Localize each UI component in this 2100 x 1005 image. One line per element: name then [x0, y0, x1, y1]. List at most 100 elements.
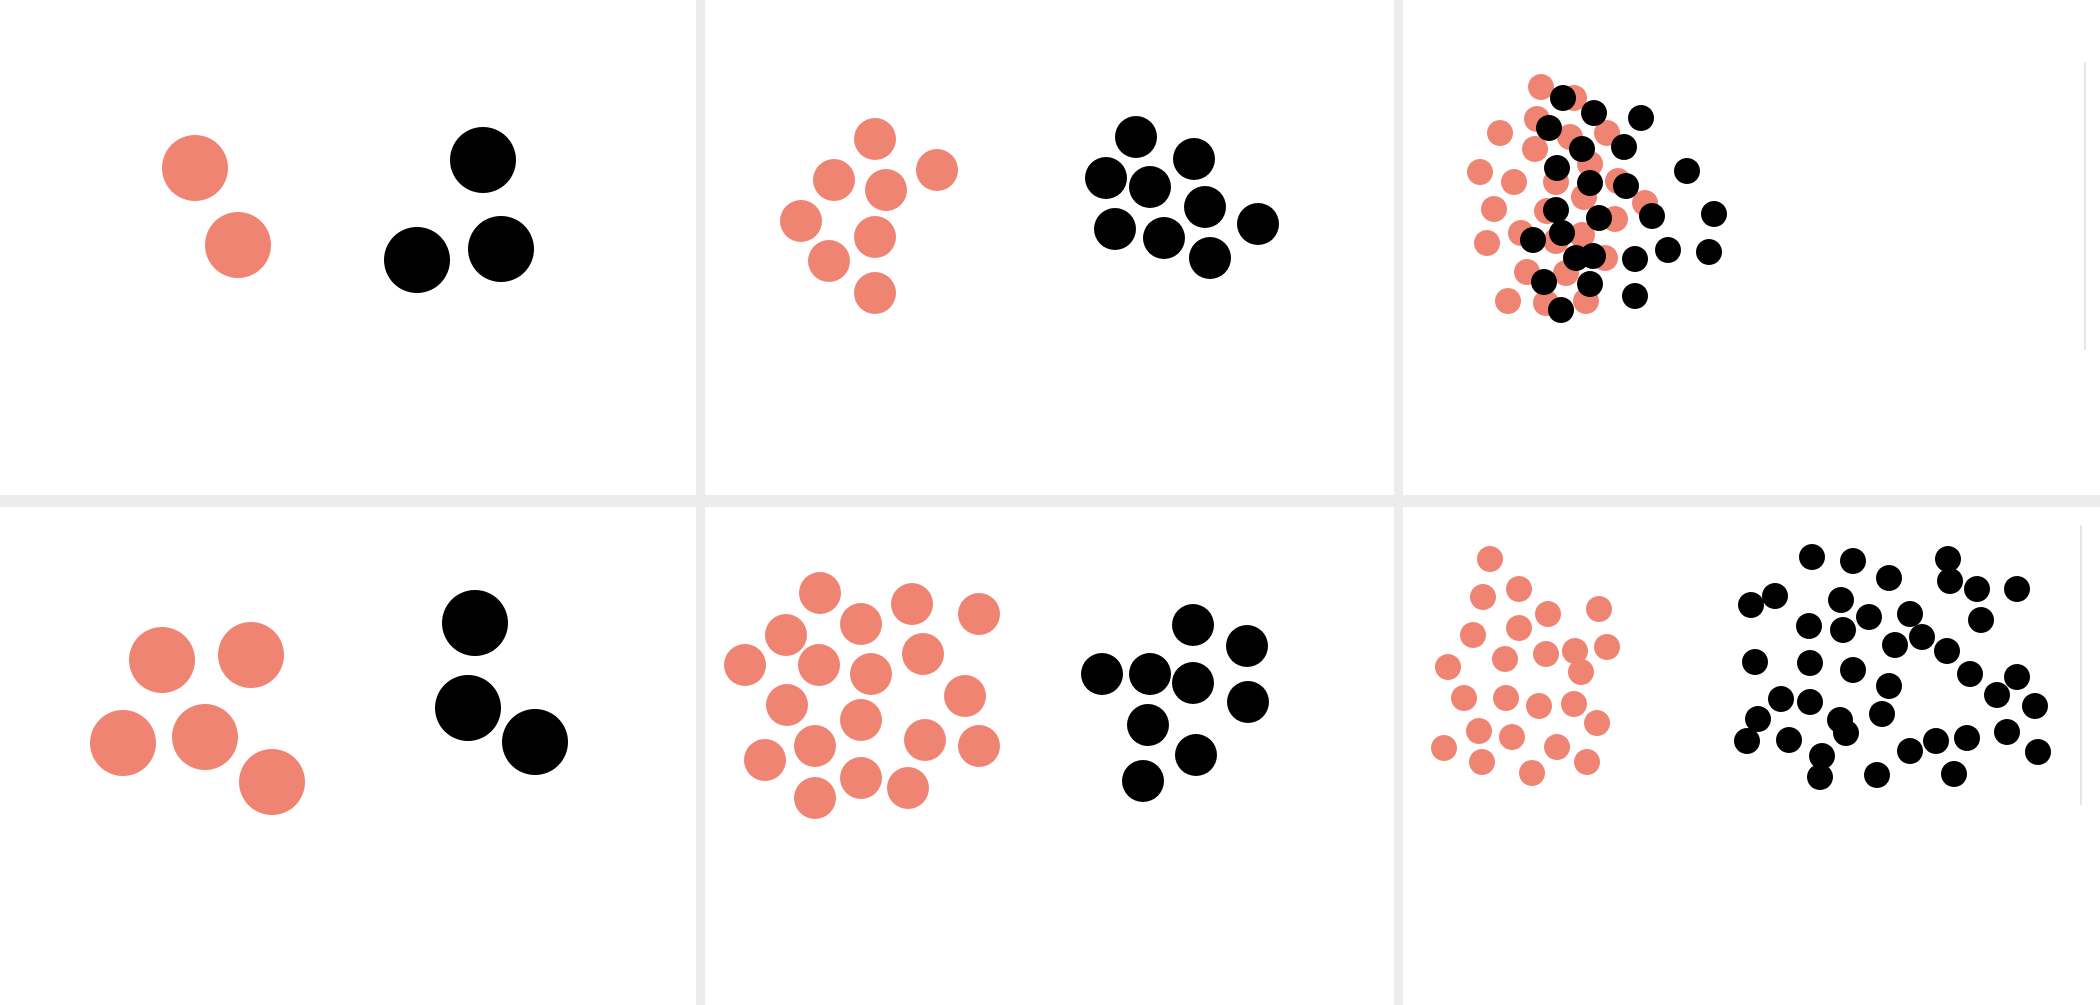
- salmon-dot: [854, 216, 896, 258]
- black-dot: [1934, 638, 1960, 664]
- salmon-dot: [1477, 546, 1503, 572]
- black-dot: [1550, 85, 1576, 111]
- black-dot: [1586, 205, 1612, 231]
- black-dot: [1581, 100, 1607, 126]
- salmon-dot: [944, 675, 986, 717]
- black-dot: [1622, 246, 1648, 272]
- black-dot: [1628, 105, 1654, 131]
- salmon-dot: [765, 614, 807, 656]
- black-dot: [1655, 237, 1681, 263]
- salmon-dot: [794, 777, 836, 819]
- salmon-dot: [1469, 749, 1495, 775]
- dot-canvas: [0, 507, 696, 1005]
- salmon-dot: [1594, 634, 1620, 660]
- salmon-dot: [1519, 760, 1545, 786]
- black-dot: [1577, 271, 1603, 297]
- salmon-dot: [1495, 288, 1521, 314]
- black-dot: [1531, 269, 1557, 295]
- black-dot: [1869, 701, 1895, 727]
- black-dot: [1830, 617, 1856, 643]
- salmon-dot: [1506, 576, 1532, 602]
- salmon-dot: [1470, 584, 1496, 610]
- panel-top-right: [1403, 0, 2100, 495]
- salmon-dot: [1487, 120, 1513, 146]
- black-dot: [1094, 208, 1136, 250]
- panel-bottom-middle: [705, 507, 1394, 1005]
- black-dot: [1543, 197, 1569, 223]
- salmon-dot: [1466, 718, 1492, 744]
- black-dot: [1856, 604, 1882, 630]
- black-dot: [1776, 727, 1802, 753]
- black-dot: [1762, 583, 1788, 609]
- black-dot: [1237, 203, 1279, 245]
- salmon-dot: [958, 593, 1000, 635]
- panel-top-middle: [705, 0, 1394, 495]
- salmon-dot: [172, 704, 238, 770]
- salmon-dot: [1431, 735, 1457, 761]
- black-dot: [450, 127, 516, 193]
- black-dot: [1520, 227, 1546, 253]
- black-dot: [1954, 725, 1980, 751]
- black-dot: [384, 227, 450, 293]
- salmon-dot: [1533, 641, 1559, 667]
- salmon-dot: [1506, 615, 1532, 641]
- salmon-dot: [205, 212, 271, 278]
- panel-edge-line: [2084, 62, 2086, 350]
- dot-canvas: [0, 0, 696, 495]
- salmon-dot: [780, 200, 822, 242]
- black-dot: [1639, 203, 1665, 229]
- black-dot: [1569, 136, 1595, 162]
- black-dot: [1768, 686, 1794, 712]
- black-dot: [1622, 283, 1648, 309]
- black-dot: [1840, 548, 1866, 574]
- black-dot: [1226, 625, 1268, 667]
- black-dot: [1935, 546, 1961, 572]
- salmon-dot: [840, 757, 882, 799]
- salmon-dot: [766, 684, 808, 726]
- black-dot: [1172, 662, 1214, 704]
- black-dot: [1799, 544, 1825, 570]
- black-dot: [1127, 704, 1169, 746]
- salmon-dot: [840, 699, 882, 741]
- salmon-dot: [1474, 230, 1500, 256]
- black-dot: [1994, 719, 2020, 745]
- salmon-dot: [850, 653, 892, 695]
- salmon-dot: [90, 710, 156, 776]
- black-dot: [1745, 706, 1771, 732]
- salmon-dot: [854, 272, 896, 314]
- black-dot: [1957, 661, 1983, 687]
- black-dot: [1536, 115, 1562, 141]
- salmon-dot: [1492, 646, 1518, 672]
- salmon-dot: [958, 725, 1000, 767]
- salmon-dot: [1467, 159, 1493, 185]
- salmon-dot: [724, 644, 766, 686]
- black-dot: [2004, 664, 2030, 690]
- salmon-dot: [840, 603, 882, 645]
- black-dot: [1796, 613, 1822, 639]
- black-dot: [1840, 657, 1866, 683]
- black-dot: [2025, 739, 2051, 765]
- salmon-dot: [1568, 659, 1594, 685]
- black-dot: [1172, 604, 1214, 646]
- black-dot: [1742, 649, 1768, 675]
- salmon-dot: [799, 572, 841, 614]
- salmon-dot: [1584, 710, 1610, 736]
- panel-top-left: [0, 0, 696, 495]
- dot-canvas: [1403, 0, 2100, 495]
- black-dot: [468, 216, 534, 282]
- black-dot: [1143, 217, 1185, 259]
- salmon-dot: [1501, 169, 1527, 195]
- salmon-dot: [916, 149, 958, 191]
- black-dot: [442, 590, 508, 656]
- black-dot: [1115, 116, 1157, 158]
- black-dot: [1923, 728, 1949, 754]
- black-dot: [1129, 166, 1171, 208]
- black-dot: [1085, 157, 1127, 199]
- salmon-dot: [1481, 196, 1507, 222]
- salmon-dot: [887, 767, 929, 809]
- black-dot: [1122, 760, 1164, 802]
- salmon-dot: [902, 633, 944, 675]
- black-dot: [1876, 565, 1902, 591]
- black-dot: [1701, 201, 1727, 227]
